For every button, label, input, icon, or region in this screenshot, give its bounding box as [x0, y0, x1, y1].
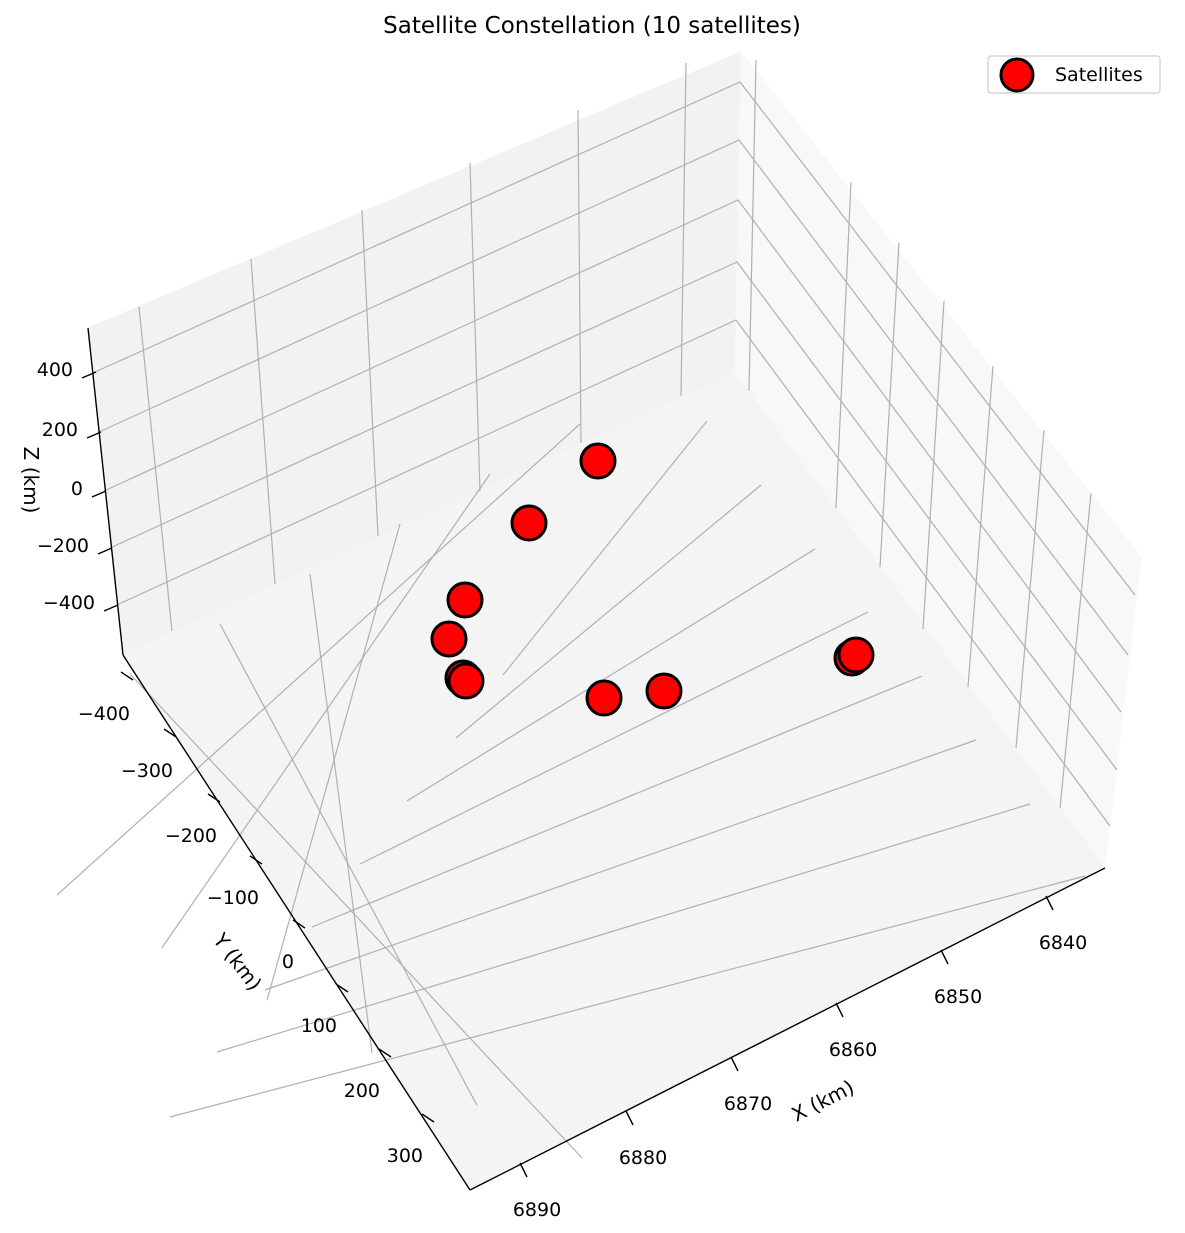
y-tick-label: 100 [301, 1015, 337, 1037]
floor-grid-y-line [406, 548, 816, 802]
floor-grid-x-line [161, 473, 491, 948]
satellite-point [837, 636, 875, 674]
wall-grid-horizontal-line [94, 81, 1136, 596]
wall-grid-vertical-line [1015, 429, 1045, 749]
wall-grid-vertical-line [250, 258, 276, 585]
floor-grid-x-line [56, 423, 581, 896]
wall-grid-vertical-line [748, 59, 757, 392]
y-tick-mark [207, 793, 221, 803]
satellite-point [579, 442, 617, 480]
floor-grid-x-line [266, 523, 401, 1001]
scatter-markers [430, 442, 875, 717]
satellite-point [645, 672, 683, 710]
x-tick-mark [730, 1056, 739, 1072]
x-tick-mark [835, 1002, 844, 1018]
wall-grid-vertical-line [967, 365, 994, 688]
floor-grid-y-line [311, 675, 923, 928]
satellite-point [447, 662, 485, 700]
wall-grid-vertical-line [577, 109, 582, 444]
wall-grid-vertical-line [922, 300, 945, 630]
legend: Satellites [987, 55, 1161, 94]
ticks: 6840 6850 6860 6870 6880 6890 −400 −300 −200 −100… [37, 359, 1087, 1221]
y-tick-mark [378, 1048, 392, 1058]
wall-grid-horizontal-line [109, 261, 1118, 771]
floor-grid-x-line [129, 673, 583, 1159]
y-tick-label: −400 [78, 703, 130, 725]
y-tick-label: −200 [165, 825, 217, 847]
y-tick-mark [163, 728, 177, 738]
x-tick-label: 6890 [513, 1199, 561, 1221]
wall-grid-vertical-line [138, 306, 173, 632]
legend-marker [999, 57, 1035, 93]
x-tick-label: 6880 [619, 1147, 667, 1169]
wall-grid-vertical-line [361, 209, 379, 537]
wall-grid-horizontal-line [98, 139, 1129, 656]
satellite-point [446, 581, 484, 619]
floor-grid-x-line [309, 573, 373, 1053]
floor-grid-y-line [455, 484, 762, 739]
legend-entry: Satellites [1055, 64, 1143, 86]
z-tick-mark [91, 490, 107, 498]
x-axis-line [469, 867, 1106, 1191]
satellite-point [430, 620, 468, 658]
y-tick-label: 200 [344, 1080, 380, 1102]
y-tick-mark [120, 671, 134, 681]
floor-grid-x-line [219, 623, 478, 1106]
x-tick-mark [625, 1110, 634, 1126]
chart-title: Satellite Constellation (10 satellites) [383, 13, 801, 39]
x-tick-label: 6860 [829, 1039, 877, 1061]
wall-grid-vertical-line [879, 242, 900, 568]
z-tick-label: −400 [43, 592, 95, 614]
x-tick-mark [1045, 895, 1054, 911]
x-axis-label: X (km) [788, 1075, 858, 1127]
tick-marks [81, 371, 1054, 1178]
x-tick-label: 6850 [934, 986, 982, 1008]
y-tick-mark [249, 855, 263, 865]
y-tick-label: 300 [387, 1145, 423, 1167]
x-tick-mark [519, 1162, 528, 1178]
wall-grid-vertical-line [835, 181, 852, 509]
floor-grid-y-line [502, 420, 708, 676]
wall-grid-vertical-line [469, 162, 481, 492]
x-tick-mark [940, 949, 949, 965]
y-tick-mark [292, 919, 306, 929]
x-tick-label: 6870 [724, 1093, 772, 1115]
z-tick-label: 200 [42, 419, 78, 441]
satellite-point [585, 679, 623, 717]
y-axis-label: Y (km) [208, 928, 267, 995]
satellite-point [510, 504, 548, 542]
y-tick-mark [335, 983, 349, 993]
y-tick-label: 0 [282, 951, 294, 973]
x-tick-label: 6840 [1039, 932, 1087, 954]
y-tick-label: −300 [121, 760, 173, 782]
z-tick-label: −200 [37, 535, 89, 557]
z-tick-mark [103, 604, 119, 612]
floor-grid-y-line [216, 803, 1031, 1053]
y-tick-mark [421, 1113, 435, 1123]
wall-grid-horizontal-line [116, 319, 1111, 827]
floor-grid-y-line [359, 611, 869, 865]
z-tick-mark [97, 547, 113, 555]
wall-grid-horizontal-line [103, 199, 1122, 713]
floor-grid-y-line [169, 875, 1086, 1118]
z-tick-mark [86, 431, 102, 439]
z-tick-label: 400 [37, 359, 73, 381]
y-tick-label: −100 [207, 887, 259, 909]
z-tick-mark [81, 371, 97, 379]
z-axis-label: Z (km) [19, 447, 43, 514]
wall-grid-vertical-line [680, 62, 687, 397]
z-tick-label: 0 [71, 478, 83, 500]
grid-lines [56, 59, 1136, 1159]
floor-grid-y-line [264, 739, 977, 991]
